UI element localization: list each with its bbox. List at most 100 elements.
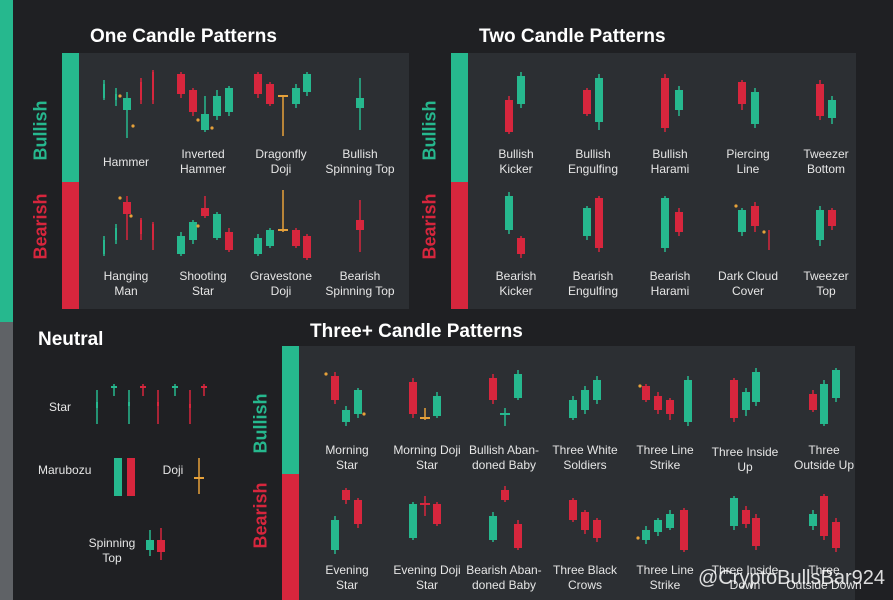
candle — [266, 82, 274, 106]
candle — [816, 80, 824, 120]
candle — [127, 458, 135, 496]
candle — [738, 80, 746, 110]
pattern-label: Inverted Hammer — [179, 147, 226, 176]
candle — [675, 86, 683, 116]
pattern-label: Morning Star — [325, 443, 369, 472]
pattern-label: Evening Star — [325, 563, 369, 592]
pattern-label: Bullish Spinning Top — [325, 147, 395, 176]
candle — [172, 384, 178, 396]
pattern-label: Bearish Spinning Top — [325, 269, 395, 298]
candle — [661, 74, 669, 132]
candle — [331, 372, 339, 404]
marker-dot — [210, 126, 214, 130]
pattern-label: Dragonfly Doji — [255, 147, 307, 176]
candle — [514, 370, 522, 400]
one-candle-title: One Candle Patterns — [90, 26, 277, 47]
candle — [820, 494, 828, 540]
pattern-label: Three Inside Up — [711, 445, 779, 474]
candle — [595, 196, 603, 252]
candle — [266, 228, 274, 248]
two-candle-title: Two Candle Patterns — [479, 26, 666, 47]
candle — [152, 222, 154, 250]
pattern-label: Bullish Engulfing — [567, 147, 619, 176]
pattern-label: Three Black Crows — [552, 563, 618, 592]
candle — [742, 506, 750, 528]
candle — [828, 208, 836, 230]
doji-candle — [500, 408, 510, 426]
candle — [751, 88, 759, 128]
watermark: @CryptoBullsBar924 — [697, 567, 885, 589]
candle — [661, 196, 669, 252]
candle — [254, 234, 262, 256]
candle — [517, 236, 525, 258]
candle — [654, 518, 662, 536]
doji-candle — [420, 408, 430, 420]
candle — [828, 96, 836, 124]
candle — [581, 386, 589, 414]
pattern-label: Bearish Aban- doned Baby — [466, 563, 542, 592]
candle — [292, 228, 300, 248]
pattern-label: Gravestone Doji — [249, 269, 313, 298]
left-accent-bar — [0, 0, 13, 322]
candle — [115, 224, 117, 244]
pattern-label: Three Line Strike — [636, 443, 694, 472]
candle — [331, 516, 339, 554]
pattern-label: Evening Doji Star — [393, 563, 461, 592]
pattern-label: Piercing Line — [726, 147, 770, 176]
pattern-label: Bearish Harami — [649, 269, 691, 298]
marker-dot — [118, 196, 122, 200]
candle — [654, 392, 662, 414]
candle — [303, 234, 311, 260]
pattern-label: Shooting Star — [179, 269, 227, 298]
marker-dot — [196, 118, 200, 122]
candle — [768, 230, 770, 250]
candle — [213, 90, 221, 120]
candle — [569, 498, 577, 522]
pattern-label: Hammer — [102, 155, 149, 169]
candle — [569, 396, 577, 420]
candle — [152, 70, 154, 104]
candle — [517, 72, 525, 108]
candle — [103, 236, 105, 256]
pattern-label: Three Inside Down — [711, 563, 779, 592]
candle — [189, 220, 197, 244]
candle — [751, 202, 759, 232]
candle — [225, 228, 233, 252]
neutral-star-label: Star — [48, 400, 71, 414]
candle — [816, 206, 824, 246]
candle — [201, 196, 209, 218]
candle — [157, 528, 165, 560]
candle — [595, 74, 603, 130]
marker-dot — [762, 230, 766, 234]
three-bear-sidebar — [282, 474, 299, 600]
two-bear-sidebar — [451, 182, 468, 309]
candle — [225, 86, 233, 116]
candle — [354, 388, 362, 418]
candle — [752, 368, 760, 406]
candle — [666, 398, 674, 420]
pattern-label: Bearish Engulfing — [567, 269, 619, 298]
candle — [505, 192, 513, 234]
candle — [111, 384, 117, 396]
candle — [254, 72, 262, 98]
candle — [433, 502, 441, 526]
two-bull-sidebar — [451, 53, 468, 182]
pattern-label: Bullish Kicker — [498, 147, 534, 176]
candle — [593, 518, 601, 542]
candle — [832, 518, 840, 552]
candle — [832, 368, 840, 402]
candle — [213, 212, 221, 240]
marker-dot — [734, 204, 738, 208]
neutral-title: Neutral — [38, 329, 104, 350]
candle — [738, 208, 746, 236]
marker-dot — [118, 94, 122, 98]
candle — [342, 406, 350, 426]
candle — [505, 96, 513, 134]
candle — [680, 508, 688, 552]
candle — [140, 384, 146, 396]
pattern-label: Bearish Kicker — [495, 269, 537, 298]
doji-candle — [278, 95, 288, 136]
candle — [501, 486, 509, 502]
pattern-label: Bullish Aban- doned Baby — [468, 443, 540, 472]
